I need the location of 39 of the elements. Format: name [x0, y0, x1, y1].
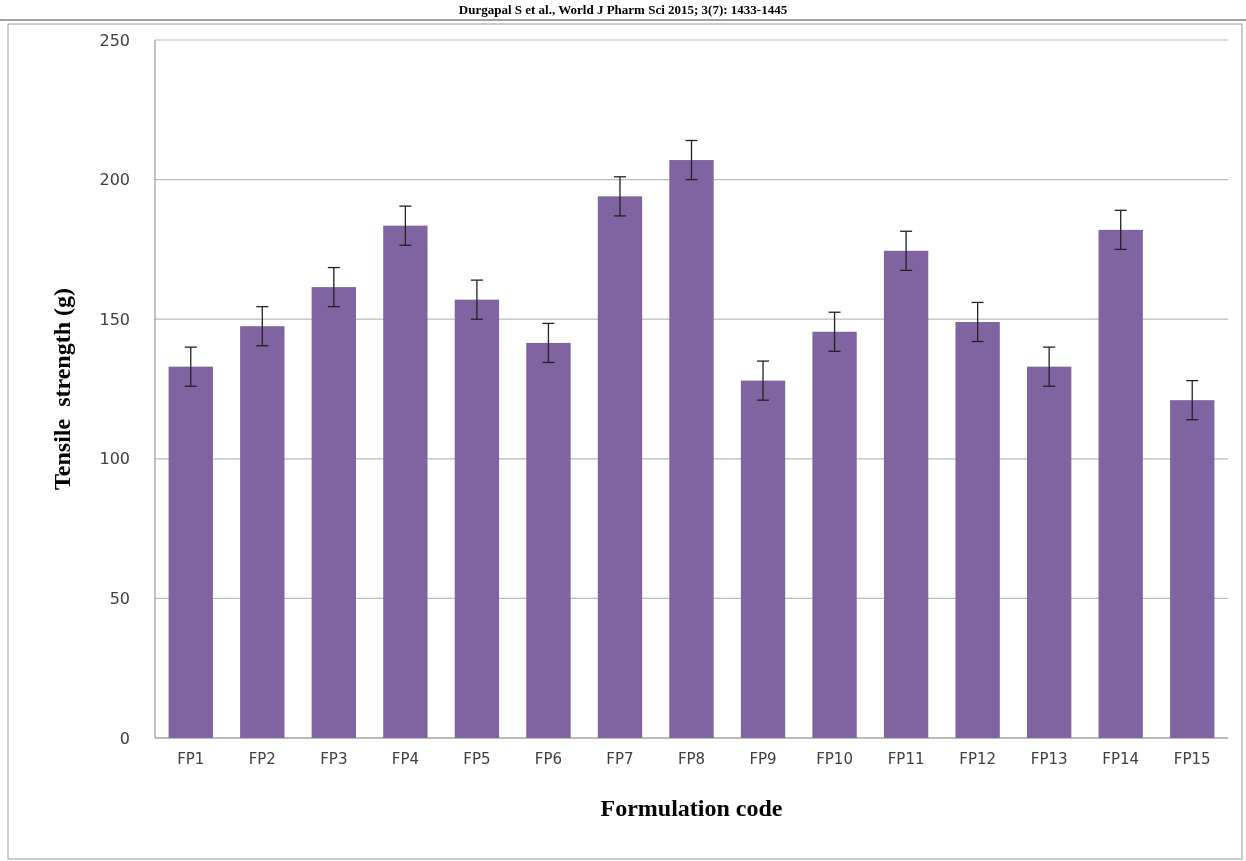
x-tick-label: FP3	[320, 750, 348, 768]
bar	[1098, 229, 1143, 738]
bar	[526, 342, 571, 738]
bar	[311, 287, 357, 738]
text: Durgapal S et al., World J Pharm Sci 2015; 3(7): 1433-1445	[458, 2, 788, 17]
x-tick-label: FP7	[606, 750, 634, 768]
bar	[240, 326, 285, 738]
y-tick-label: 50	[109, 589, 130, 608]
bar	[740, 380, 786, 738]
bar	[168, 366, 213, 738]
x-tick-label: FP9	[749, 750, 777, 768]
bar	[597, 196, 643, 738]
x-tick-label: FP13	[1030, 750, 1068, 768]
x-tick-label: FP1	[177, 750, 205, 768]
bar	[812, 331, 857, 738]
y-tick-label: 250	[99, 30, 130, 50]
x-axis-title: Formulation code	[600, 795, 783, 821]
x-tick-label: FP15	[1173, 750, 1211, 768]
x-tick-label: FP11	[887, 750, 925, 768]
bar	[955, 321, 1000, 738]
y-tick-label: 200	[99, 170, 130, 190]
bar	[383, 225, 428, 738]
x-tick-label: FP8	[677, 750, 706, 768]
x-tick-label: FP14	[1102, 750, 1140, 768]
bar	[454, 299, 500, 738]
y-axis-title: Tensile strength (g)	[49, 287, 75, 491]
y-tick-label: 150	[99, 309, 130, 329]
y-tick-label: 100	[99, 449, 130, 469]
bar	[1026, 366, 1072, 738]
x-tick-label: FP4	[391, 750, 419, 768]
bar	[1170, 400, 1215, 738]
x-tick-label: FP5	[463, 750, 491, 768]
y-tick-label: 0	[119, 728, 130, 748]
x-tick-label: FP2	[248, 750, 276, 768]
x-tick-label: FP12	[959, 750, 997, 768]
x-tick-label: FP10	[816, 750, 853, 768]
bar	[883, 250, 929, 738]
bar	[669, 160, 714, 738]
x-tick-label: FP6	[534, 750, 563, 768]
